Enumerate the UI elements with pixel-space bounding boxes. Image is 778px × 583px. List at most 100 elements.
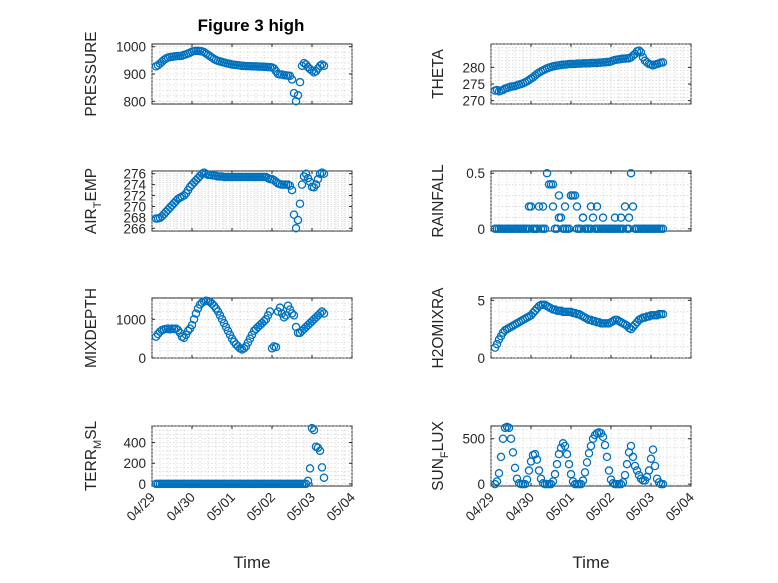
x-tick-label: 05/01 — [543, 490, 578, 525]
data-point — [281, 311, 291, 320]
data-point — [293, 91, 303, 100]
y-tick-label: 5 — [477, 293, 485, 308]
data-point — [564, 224, 574, 234]
figure-title: Figure 3 high — [198, 16, 305, 35]
data-point — [576, 224, 586, 234]
x-axis-label: Time — [233, 553, 270, 572]
data-point — [524, 224, 534, 234]
data-point — [570, 191, 580, 200]
data-point — [622, 459, 632, 469]
data-point — [319, 473, 329, 482]
y-tick-label: 0.5 — [466, 166, 485, 181]
data-point — [532, 224, 542, 234]
data-point — [654, 478, 664, 487]
data-point — [626, 168, 636, 178]
y-axis-label: TERRMSL — [83, 420, 104, 491]
data-point — [604, 466, 614, 475]
x-tick-label: 05/03 — [623, 490, 658, 525]
data-point — [572, 202, 582, 211]
data-point — [636, 48, 646, 57]
data-point — [646, 454, 656, 463]
data-point — [506, 434, 516, 443]
y-axis-label: PRESSURE — [83, 31, 100, 116]
data-point — [554, 191, 564, 200]
data-point — [644, 466, 654, 475]
data-point — [494, 469, 504, 478]
data-point — [287, 309, 297, 318]
plot-area — [490, 170, 692, 232]
data-point — [628, 202, 638, 211]
data-point — [317, 463, 327, 472]
data-point — [552, 459, 562, 469]
data-point — [620, 202, 630, 211]
data-point — [498, 434, 508, 443]
y-tick-label: 0 — [138, 351, 146, 366]
data-point — [317, 307, 327, 316]
data-point — [580, 468, 590, 477]
data-point — [628, 452, 638, 462]
data-point — [319, 169, 329, 178]
data-point — [548, 180, 558, 189]
subplot-sun-flux: 0 500 04/29 04/30 05/01 05/02 05/03 05/04 SUNFLU… — [430, 421, 697, 572]
y-axis-label: RAINFALL — [430, 164, 447, 238]
data-point — [307, 423, 317, 433]
data-point — [189, 315, 199, 324]
data-point — [532, 455, 542, 464]
y-tick-label: 270 — [462, 94, 485, 109]
data-point — [289, 210, 299, 219]
y-tick-label: 0 — [138, 477, 146, 492]
y-axis-label: AIRTEMP — [83, 168, 104, 234]
data-point — [620, 470, 630, 480]
data-point — [191, 309, 201, 318]
x-tick-label: 04/30 — [164, 490, 199, 525]
data-point — [602, 452, 612, 462]
data-point — [658, 58, 668, 67]
data-point — [582, 458, 592, 467]
data-point — [291, 322, 301, 332]
y-axis-label: H2OMIXRA — [430, 287, 447, 369]
data-point — [289, 311, 299, 320]
data-point — [616, 213, 626, 222]
data-point — [598, 213, 608, 222]
data-point — [183, 326, 193, 336]
data-point — [315, 446, 325, 456]
y-tick-label: 280 — [462, 60, 485, 75]
data-point — [566, 191, 576, 200]
data-point — [271, 342, 281, 352]
data-point — [634, 46, 644, 55]
y-axis-label: THETA — [430, 49, 447, 99]
data-point — [540, 224, 550, 234]
data-point — [632, 466, 642, 475]
data-point — [578, 213, 588, 222]
y-tick-label: 1000 — [116, 312, 146, 327]
data-point — [265, 307, 275, 316]
subplot-mixdepth: 0 1000 MIXDEPTH — [83, 288, 353, 368]
x-tick-label: 05/04 — [324, 489, 359, 524]
data-point — [556, 213, 566, 222]
data-point — [536, 474, 546, 483]
data-point — [309, 425, 319, 435]
y-tick-label: 0 — [477, 351, 485, 366]
data-point — [588, 213, 598, 222]
x-tick-label: 04/30 — [503, 490, 538, 525]
data-point — [658, 309, 668, 319]
data-point — [315, 61, 325, 71]
data-point — [610, 213, 620, 222]
y-axis-label: MIXDEPTH — [83, 288, 100, 368]
y-tick-label: 270 — [123, 199, 146, 214]
data-point — [624, 224, 634, 234]
data-point — [564, 459, 574, 469]
data-point — [504, 423, 514, 433]
y-tick-label: 0 — [477, 477, 485, 492]
subplot-terr-msl: 0 200 400 04/29 04/30 05/01 05/02 05/03 05/04 TER… — [83, 420, 358, 572]
x-axis-label: Time — [572, 553, 609, 572]
x-tick-label: 05/01 — [204, 490, 239, 525]
data-point — [508, 448, 518, 457]
data-point — [492, 477, 502, 486]
data-point — [293, 215, 303, 225]
y-tick-label: 200 — [123, 456, 146, 471]
data-point — [530, 449, 540, 459]
y-axis-label: SUNFLUX — [430, 421, 451, 491]
data-point — [560, 202, 570, 211]
